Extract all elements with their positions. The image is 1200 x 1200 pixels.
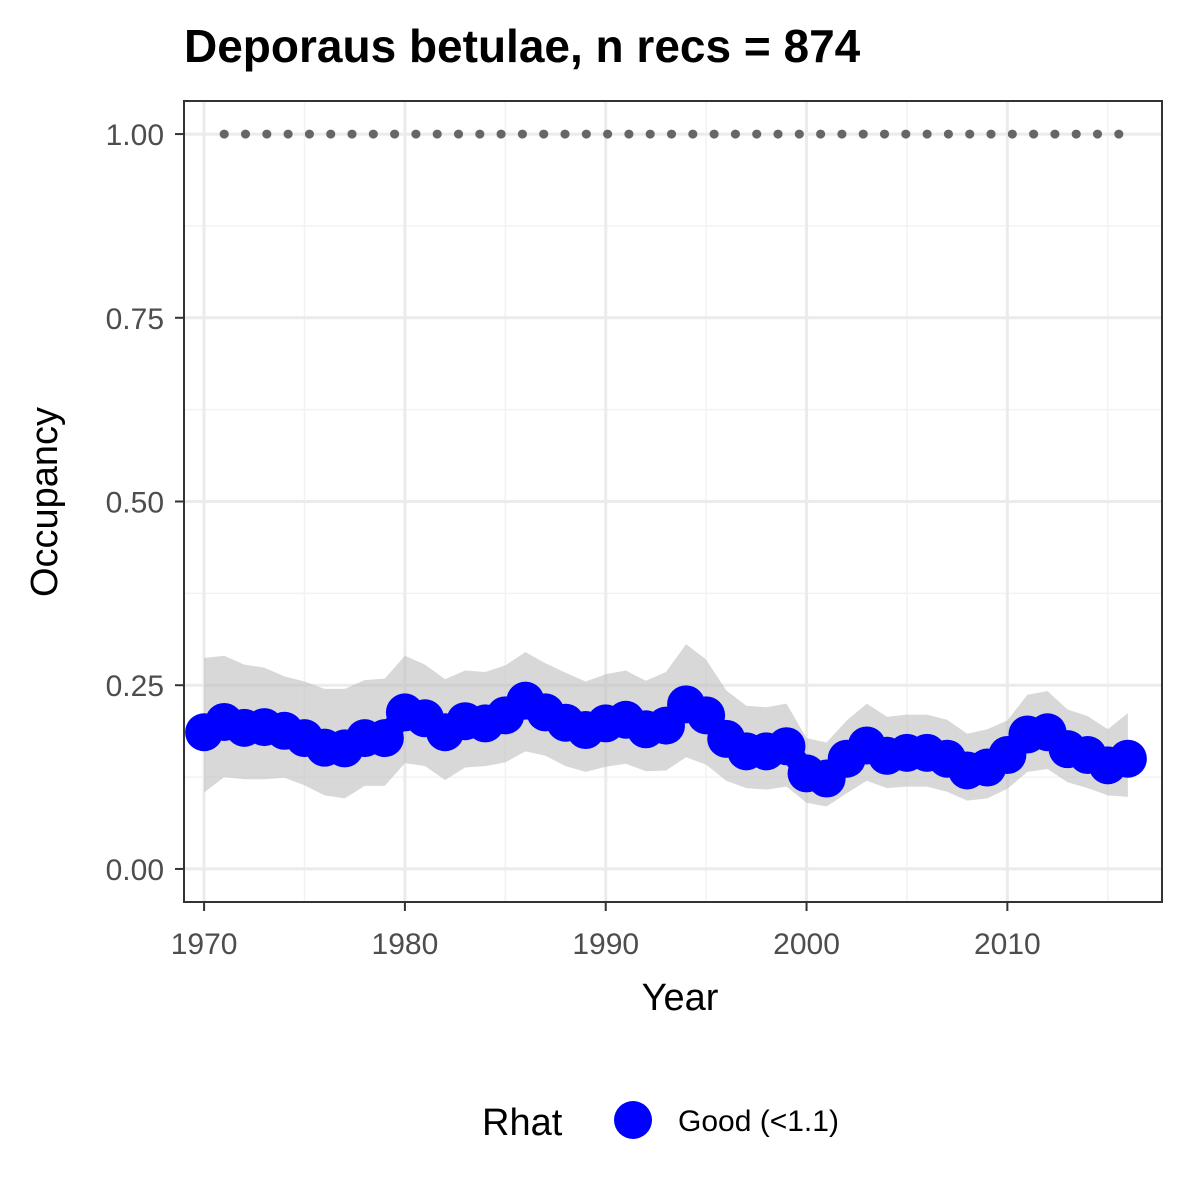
occupancy-point [1108, 739, 1147, 778]
y-tick-label: 0.25 [106, 670, 164, 703]
legend: Rhat Good (<1.1) [482, 1101, 839, 1144]
x-axis-title: Year [642, 977, 719, 1019]
major-gridlines [184, 101, 1162, 902]
y-axis-title: Occupancy [24, 407, 66, 597]
y-tick-label: 0.50 [106, 487, 164, 520]
x-tick-label: 1990 [572, 928, 639, 961]
x-tick-label: 2000 [773, 928, 840, 961]
occupancy-point [767, 727, 806, 766]
chart-title: Deporaus betulae, n recs = 874 [184, 20, 861, 72]
y-tick-label: 1.00 [106, 119, 164, 152]
occupancy-point [365, 719, 404, 758]
x-axis: 1970 1980 1990 2000 2010 [171, 902, 1041, 961]
x-tick-label: 1970 [171, 928, 238, 961]
y-tick-label: 0.00 [106, 854, 164, 887]
legend-title: Rhat [482, 1102, 563, 1144]
legend-key-good [614, 1101, 652, 1139]
series-point-layer [185, 681, 1147, 798]
x-tick-label: 2010 [974, 928, 1041, 961]
legend-label-good: Good (<1.1) [678, 1105, 839, 1138]
x-tick-label: 1980 [372, 928, 439, 961]
y-axis: 0.00 0.25 0.50 0.75 1.00 [106, 119, 184, 887]
y-tick-label: 0.75 [106, 303, 164, 336]
